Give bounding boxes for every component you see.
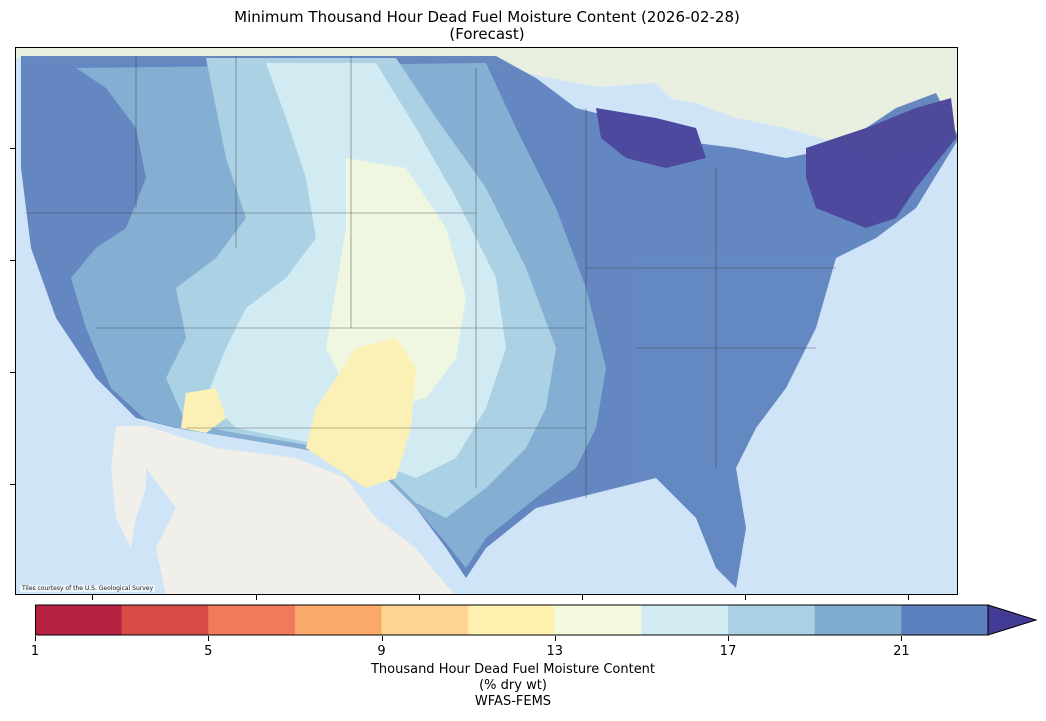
colorbar-tick-label: 21 [893,644,910,659]
y-axis-tick [10,484,15,485]
class-11-13-az [181,388,226,433]
colorbar [35,604,1038,636]
class-23plus-north [596,108,706,168]
fuel-moisture-layer [21,56,957,588]
x-axis-tick [419,595,420,600]
x-axis-tick [92,595,93,600]
data-source: WFAS-FEMS [474,694,552,709]
colorbar-outline [35,604,989,636]
x-axis-tick [908,595,909,600]
colorbar-units: (% dry wt) [479,678,547,693]
map-canvas [16,48,957,594]
x-axis-tick [582,595,583,600]
colorbar-tick [208,636,210,641]
colorbar-bin [814,605,902,635]
y-axis-tick [10,148,15,149]
class-13-15 [326,158,466,408]
chart-title: Minimum Thousand Hour Dead Fuel Moisture… [234,8,740,26]
colorbar-bin [294,605,383,635]
x-axis-tick [745,595,746,600]
chart-subtitle: (Forecast) [449,25,525,43]
colorbar-tick-label: 17 [719,644,737,659]
colorbar-bin [468,605,556,635]
colorbar-bin [381,605,469,635]
class-11-13 [306,338,416,488]
colorbar-tick-label: 9 [377,644,386,659]
colorbar-extend-arrow [987,604,1038,636]
colorbar-bin [208,605,296,635]
colorbar-tick-label: 5 [204,644,213,659]
colorbar-bin [35,605,123,635]
class-23plus-northeast [806,98,956,228]
colorbar-tick-label: 13 [546,644,564,659]
colorbar-bin [121,605,209,635]
colorbar-tick [728,636,730,641]
state-borders [26,56,836,498]
colorbar-tick [35,636,36,641]
colorbar-bin [554,605,642,635]
y-axis-tick [10,260,15,261]
mexico-land [146,426,455,594]
colorbar-bin [641,605,729,635]
lake-superior [586,83,676,118]
colorbar-tick [381,636,383,641]
y-axis-tick [10,372,15,373]
x-axis-tick [256,595,257,600]
colorbar-tick-label: 1 [30,644,40,659]
colorbar-tick [554,636,556,641]
colorbar-bin [901,605,989,635]
colorbar-tick [901,636,903,641]
colorbar-bin [728,605,816,635]
map-attribution: Tiles courtesy of the U.S. Geological Su… [20,585,156,592]
colorbar-label: Thousand Hour Dead Fuel Moisture Content [370,662,656,677]
canada-land [16,48,957,158]
map-panel[interactable]: Tiles courtesy of the U.S. Geological Su… [15,47,958,595]
baja-land [111,426,146,548]
